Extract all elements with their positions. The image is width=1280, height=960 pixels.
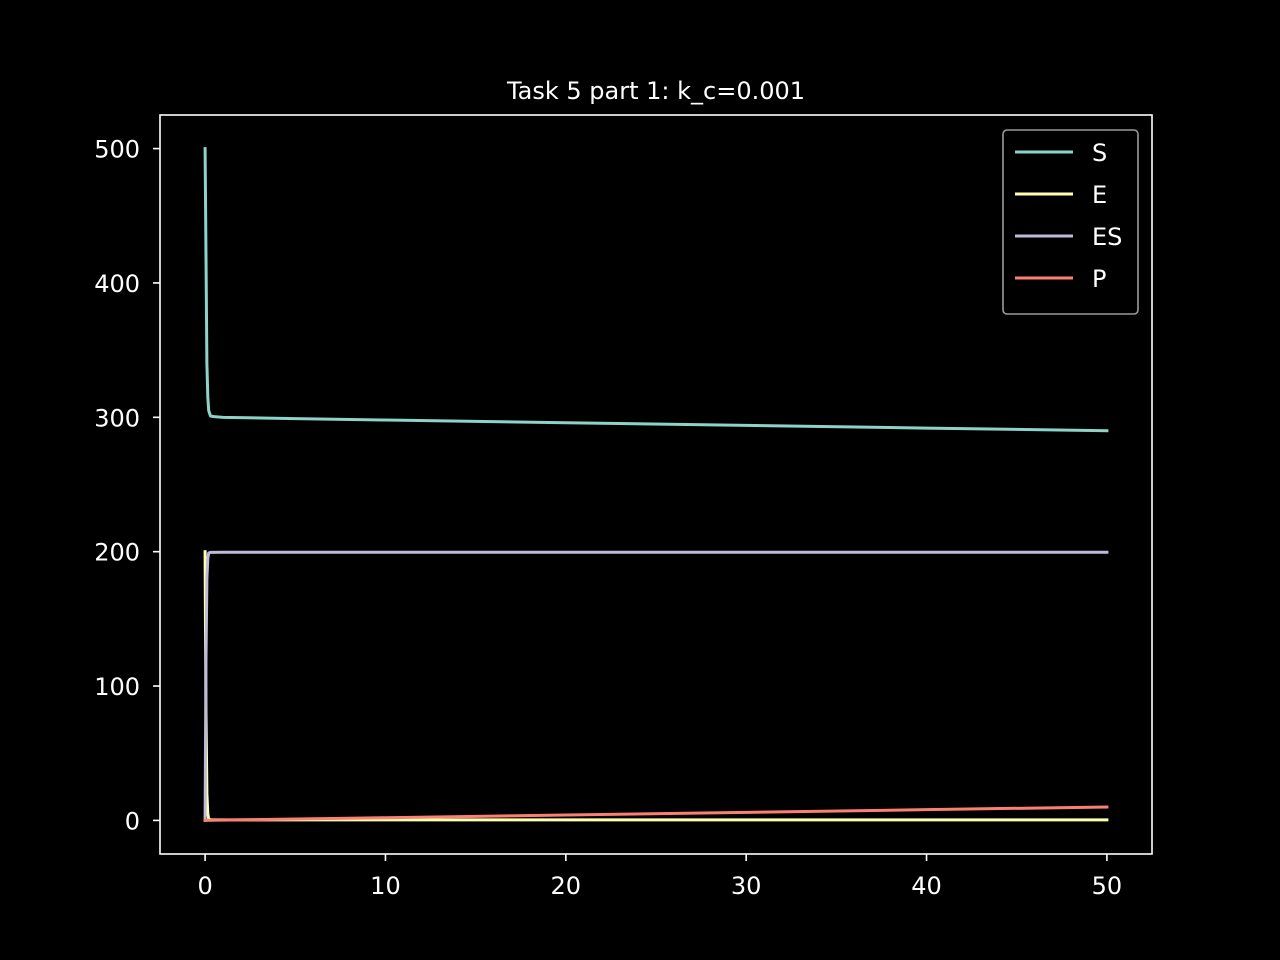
- x-tick-label: 40: [911, 872, 942, 900]
- y-tick-label: 500: [94, 136, 140, 164]
- legend-label-p: P: [1092, 265, 1106, 293]
- chart-title: Task 5 part 1: k_c=0.001: [506, 77, 805, 105]
- x-tick-label: 50: [1092, 872, 1123, 900]
- y-tick-label: 200: [94, 539, 140, 567]
- legend: SE ES P: [1002, 129, 1139, 315]
- axes-frame: [159, 114, 1153, 855]
- series-line-p: [203, 805, 1109, 822]
- y-tick-label: 400: [94, 270, 140, 298]
- x-tick-label: 30: [731, 872, 762, 900]
- series-line-es: [203, 550, 1109, 822]
- legend-label-es: ES: [1092, 223, 1122, 251]
- x-tick-label: 0: [197, 872, 212, 900]
- legend-box: [1002, 129, 1139, 315]
- y-tick-label: 100: [94, 673, 140, 701]
- x-tick-label: 10: [370, 872, 401, 900]
- plot-area: [203, 147, 1109, 822]
- y-tick-label: 300: [94, 404, 140, 432]
- legend-label-e: E: [1092, 181, 1107, 209]
- x-tick-label: 20: [551, 872, 582, 900]
- series-line-s: [203, 147, 1109, 433]
- y-tick-label: 0: [125, 807, 140, 835]
- legend-label-s: S: [1092, 139, 1107, 167]
